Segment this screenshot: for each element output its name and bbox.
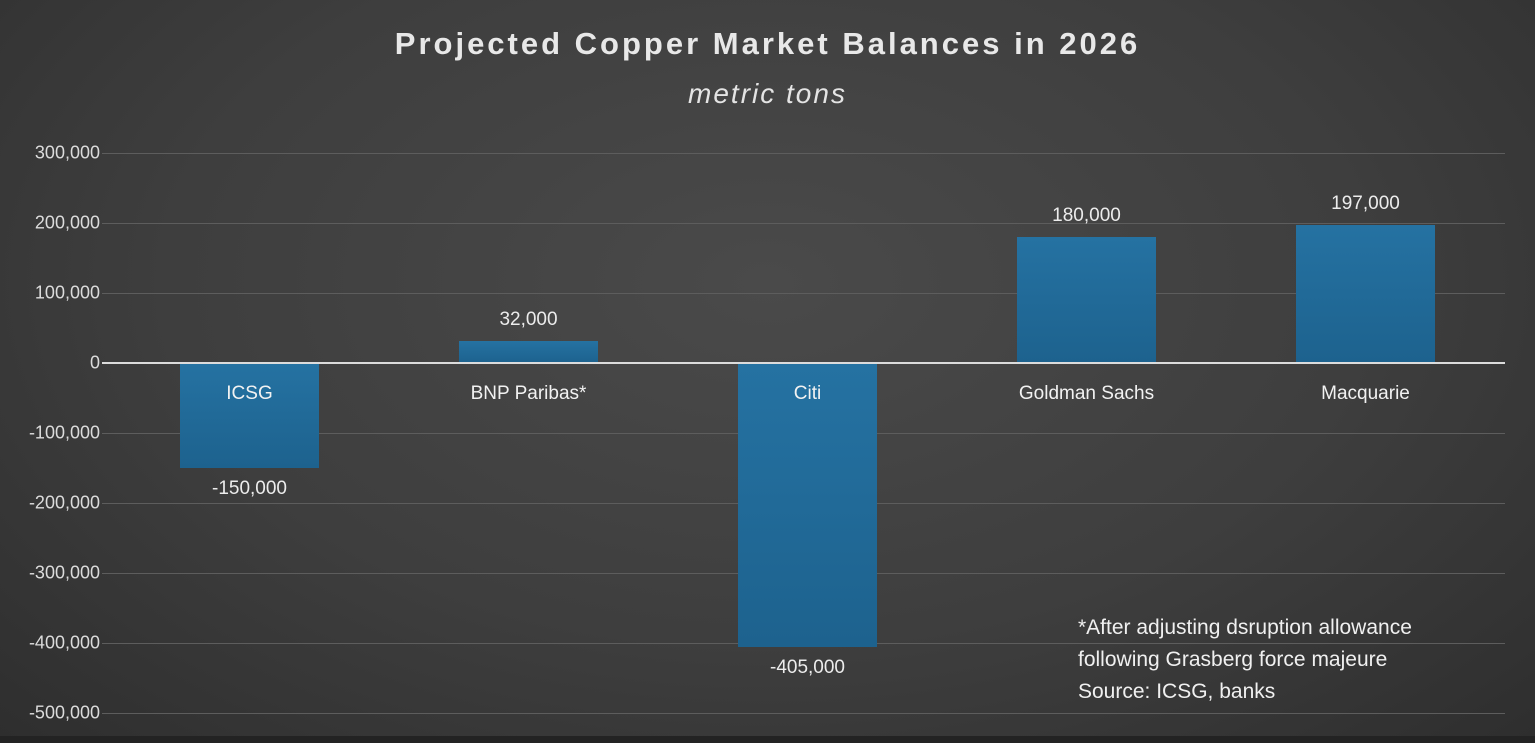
gridline (102, 223, 1505, 224)
bar-icsg (179, 363, 320, 468)
y-axis: 300,000 200,000 100,000 0 -100,000 -200,000 -3… (0, 143, 100, 723)
bar-value-label: -405,000 (769, 656, 846, 678)
y-tick-label: 200,000 (34, 212, 100, 233)
y-tick-label: 100,000 (34, 282, 100, 303)
y-tick-label: -200,000 (28, 492, 100, 513)
category-label: BNP Paribas* (470, 383, 587, 404)
y-tick-label: 0 (89, 352, 100, 373)
bar-value-label: -150,000 (211, 478, 288, 499)
chart-title: Projected Copper Market Balances in 2026 (394, 26, 1141, 61)
annotation-line-1: *After adjusting dsruption allowance (1078, 616, 1412, 639)
annotation-block: *After adjusting dsruption allowance fol… (1078, 612, 1412, 708)
category-label: Macquarie (1321, 383, 1410, 404)
annotation-line-2: following Grasberg force majeure (1078, 648, 1388, 671)
y-tick-label: -100,000 (28, 422, 100, 443)
gridline (102, 153, 1505, 154)
gridline (102, 293, 1505, 294)
y-tick-label: -500,000 (28, 702, 100, 723)
y-tick-label: -400,000 (28, 632, 100, 653)
bar-citi (737, 363, 878, 647)
y-tick-label: -300,000 (28, 562, 100, 583)
chart-subtitle: metric tons (688, 78, 847, 109)
annotation-line-3: Source: ICSG, banks (1078, 680, 1276, 703)
bar-bnp-paribas- (458, 340, 599, 363)
bar-value-label: 197,000 (1331, 193, 1400, 215)
bar-macquarie (1295, 225, 1436, 363)
category-label: ICSG (226, 383, 273, 404)
bar-value-label: 32,000 (499, 308, 558, 330)
gridline (102, 713, 1505, 714)
y-tick-label: 300,000 (34, 142, 100, 163)
category-label: Citi (793, 383, 822, 404)
bar-value-label: 180,000 (1052, 205, 1121, 226)
zero-axis-line (102, 362, 1505, 364)
plot-area: -150,000 ICSG 32,000 BNP Paribas* -405,000 Ci… (102, 153, 1505, 714)
category-label: Goldman Sachs (1018, 383, 1155, 404)
bottom-edge-strip (0, 736, 1535, 743)
bar-goldman-sachs (1016, 237, 1157, 363)
